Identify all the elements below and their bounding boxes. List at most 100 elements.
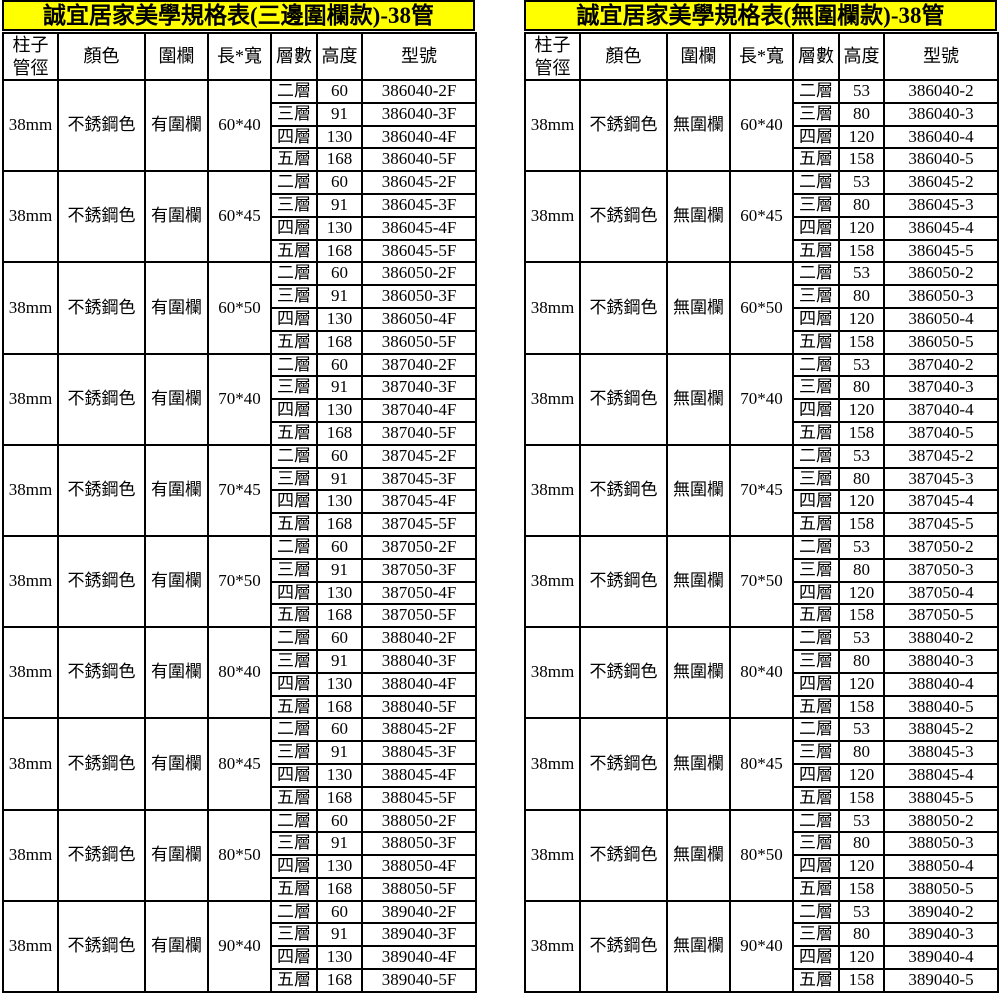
cell-layers: 五層: [792, 512, 840, 537]
cell-layers: 五層: [270, 147, 318, 173]
table-row: 四層 130 388045-4F: [3, 762, 477, 788]
cell-layers: 五層: [270, 876, 318, 902]
table-row: 五層 158 386045-5: [525, 238, 999, 264]
cell-height: 53: [838, 79, 885, 104]
cell-model: 387040-4: [883, 398, 999, 423]
cell-model: 386045-2F: [361, 170, 477, 195]
cell-layers: 四層: [792, 215, 840, 241]
cell-layers: 二層: [270, 79, 318, 104]
cell-color: 不銹鋼色: [579, 170, 668, 264]
cell-model: 389040-2: [883, 899, 999, 925]
cell-layers: 二層: [270, 352, 318, 378]
table-row: 五層 158 388045-5: [525, 785, 999, 811]
cell-layers: 三層: [270, 192, 318, 218]
cell-layers: 三層: [792, 922, 840, 948]
cell-layers: 四層: [792, 580, 840, 606]
cell-layers: 五層: [270, 603, 318, 629]
cell-pillar-diameter: 38mm: [524, 261, 581, 355]
cell-model: 388050-4F: [361, 854, 477, 879]
cell-fence: 無圍欄: [666, 808, 731, 902]
cell-size: 70*50: [729, 534, 794, 629]
table-row: 五層 168 387050-5F: [3, 603, 477, 629]
table-row: 38mm 不銹鋼色 無圍欄 60*50 二層 53 386050-2: [524, 261, 999, 355]
table-row: 五層 168 387040-5F: [3, 420, 477, 446]
cell-color: 不銹鋼色: [57, 443, 146, 537]
cell-layers: 五層: [792, 329, 840, 355]
header-size: 長*寬: [207, 32, 272, 81]
cell-model: 388050-2F: [361, 808, 477, 834]
cell-layers: 二層: [792, 261, 840, 287]
cell-model: 388040-4F: [361, 671, 477, 697]
cell-model: 387040-3: [883, 375, 999, 401]
cell-size: 70*50: [207, 534, 272, 629]
cell-model: 386045-5: [883, 238, 999, 264]
cell-height: 168: [316, 785, 363, 811]
cell-layers: 四層: [270, 671, 318, 697]
table-row: 三層 80 387050-3: [525, 557, 999, 583]
spec-grid-no-fence: 柱子 管徑 顏色 圍欄 長*寬 層數 高度 型號 38mm 不銹鋼色 無圍欄 60*40 二層 53 38…: [524, 32, 999, 993]
cell-model: 386050-3: [883, 284, 999, 309]
table-row: 四層 120 388050-4: [525, 854, 999, 879]
table-row: 四層 130 387050-4F: [3, 580, 477, 606]
cell-height: 158: [838, 785, 885, 811]
cell-height: 60: [316, 626, 363, 651]
cell-model: 389040-5: [883, 968, 999, 993]
cell-layers: 三層: [270, 922, 318, 948]
cell-height: 80: [838, 375, 885, 401]
cell-height: 91: [316, 375, 363, 401]
cell-model: 387050-4: [883, 580, 999, 606]
table-row: 五層 168 386050-5F: [3, 329, 477, 355]
cell-height: 91: [316, 557, 363, 583]
cell-model: 386050-2: [883, 261, 999, 287]
cell-color: 不銹鋼色: [579, 899, 668, 993]
cell-layers: 四層: [270, 124, 318, 150]
cell-color: 不銹鋼色: [57, 261, 146, 355]
cell-size: 80*45: [207, 717, 272, 811]
cell-layers: 二層: [270, 443, 318, 469]
cell-size: 70*45: [207, 443, 272, 537]
cell-model: 388045-4: [883, 762, 999, 788]
table-row: 四層 130 388050-4F: [3, 854, 477, 879]
cell-height: 168: [316, 512, 363, 537]
cell-model: 388040-5F: [361, 694, 477, 720]
cell-color: 不銹鋼色: [57, 626, 146, 720]
cell-layers: 二層: [792, 443, 840, 469]
cell-color: 不銹鋼色: [579, 717, 668, 811]
table-row: 三層 91 388040-3F: [3, 648, 477, 674]
cell-layers: 三層: [270, 101, 318, 127]
table-row: 五層 158 387045-5: [525, 512, 999, 537]
cell-layers: 四層: [270, 945, 318, 971]
cell-color: 不銹鋼色: [579, 261, 668, 355]
cell-model: 389040-2F: [361, 899, 477, 925]
cell-height: 60: [316, 352, 363, 378]
cell-height: 80: [838, 648, 885, 674]
cell-height: 91: [316, 648, 363, 674]
cell-color: 不銹鋼色: [579, 443, 668, 537]
cell-height: 53: [838, 170, 885, 195]
table-row: 五層 158 386040-5: [525, 147, 999, 173]
cell-height: 60: [316, 717, 363, 743]
cell-model: 387050-3F: [361, 557, 477, 583]
cell-height: 158: [838, 238, 885, 264]
cell-height: 130: [316, 671, 363, 697]
table-row: 38mm 不銹鋼色 有圍欄 60*45 二層 60 386045-2F: [2, 170, 477, 264]
table-row: 三層 80 386050-3: [525, 284, 999, 309]
cell-model: 387050-5F: [361, 603, 477, 629]
cell-layers: 三層: [792, 466, 840, 492]
cell-color: 不銹鋼色: [57, 899, 146, 993]
table-row: 三層 91 387045-3F: [3, 466, 477, 492]
cell-layers: 二層: [792, 79, 840, 104]
cell-fence: 無圍欄: [666, 78, 731, 173]
cell-height: 80: [838, 740, 885, 765]
cell-pillar-diameter: 38mm: [2, 261, 59, 355]
cell-layers: 五層: [792, 603, 840, 629]
cell-layers: 三層: [270, 740, 318, 765]
table-row: 五層 158 386050-5: [525, 329, 999, 355]
cell-height: 130: [316, 580, 363, 606]
table-row: 五層 168 388050-5F: [3, 876, 477, 902]
table-row: 38mm 不銹鋼色 有圍欄 70*50 二層 60 387050-2F: [2, 534, 477, 629]
cell-pillar-diameter: 38mm: [2, 626, 59, 720]
table-row: 38mm 不銹鋼色 有圍欄 70*40 二層 60 387040-2F: [2, 352, 477, 446]
cell-model: 386045-2: [883, 170, 999, 195]
cell-height: 53: [838, 261, 885, 287]
